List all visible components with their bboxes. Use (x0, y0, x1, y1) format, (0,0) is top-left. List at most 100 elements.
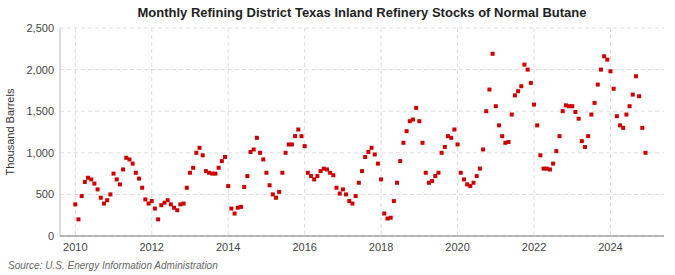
point (242, 185, 246, 189)
point (401, 141, 405, 145)
x-grid-line (534, 28, 535, 236)
title: Monthly Refining District Texas Inland R… (137, 5, 586, 20)
x-tick-label: 2020 (445, 241, 469, 253)
point (191, 166, 195, 170)
y-grid-line (60, 69, 664, 70)
point (185, 186, 189, 190)
point (108, 192, 112, 196)
point (182, 202, 186, 206)
point (338, 192, 342, 196)
point (156, 217, 160, 221)
point (452, 128, 456, 132)
x-grid-line (228, 28, 229, 236)
point (226, 184, 230, 188)
point (280, 171, 284, 175)
point (436, 171, 440, 175)
point (290, 142, 294, 146)
point (548, 167, 552, 171)
y-tick-label: 1,500 (26, 105, 54, 117)
point (274, 196, 278, 200)
point (532, 103, 536, 107)
point (366, 150, 370, 154)
point (112, 172, 116, 176)
y-grid-line (60, 111, 664, 112)
point (456, 142, 460, 146)
point (577, 117, 581, 121)
point (596, 83, 600, 87)
y-grid-line (60, 152, 664, 153)
point (621, 126, 625, 130)
y-tick-label: 2,000 (26, 64, 54, 76)
chart: Monthly Refining District Texas Inland R… (0, 0, 675, 275)
y-tick-label: 1,000 (26, 147, 54, 159)
point (443, 145, 447, 149)
point (612, 87, 616, 91)
point (153, 207, 157, 211)
point (513, 93, 517, 97)
point (640, 126, 644, 130)
point (194, 151, 198, 155)
point (405, 129, 409, 133)
point (414, 106, 418, 110)
point (73, 202, 77, 206)
point (586, 134, 590, 138)
point (105, 198, 109, 202)
point (507, 140, 511, 144)
point (529, 81, 533, 85)
point (264, 171, 268, 175)
point (631, 93, 635, 97)
point (608, 69, 612, 73)
point (615, 114, 619, 118)
point (261, 157, 265, 161)
point (277, 190, 281, 194)
point (166, 198, 170, 202)
point (628, 104, 632, 108)
x-axis-line (60, 236, 664, 237)
point (497, 123, 501, 127)
point (245, 174, 249, 178)
point (213, 172, 217, 176)
point (449, 136, 453, 140)
point (175, 208, 179, 212)
point (637, 94, 641, 98)
point (344, 192, 348, 196)
point (589, 113, 593, 117)
x-grid-line (381, 28, 382, 236)
point (475, 174, 479, 178)
point (583, 145, 587, 149)
point (487, 88, 491, 92)
point (417, 119, 421, 123)
point (376, 162, 380, 166)
point (99, 196, 103, 200)
y-tick-label: 500 (36, 188, 54, 200)
point (137, 177, 141, 181)
x-tick-label: 2010 (63, 241, 87, 253)
point (605, 58, 609, 62)
point (624, 113, 628, 117)
point (233, 212, 237, 216)
point (459, 171, 463, 175)
y-grid-line (60, 236, 664, 237)
point (89, 177, 93, 181)
point (478, 167, 482, 171)
point (395, 181, 399, 185)
point (354, 194, 358, 198)
point (83, 180, 87, 184)
point (462, 177, 466, 181)
source-note: Source: U.S. Energy Information Administ… (8, 260, 218, 271)
point (430, 179, 434, 183)
point (96, 187, 100, 191)
point (188, 171, 192, 175)
point (519, 84, 523, 88)
point (341, 187, 345, 191)
x-tick-label: 2018 (369, 241, 393, 253)
x-tick-label: 2012 (140, 241, 164, 253)
point (80, 194, 84, 198)
grid (60, 28, 664, 236)
point (440, 151, 444, 155)
point (481, 147, 485, 151)
point (201, 153, 205, 157)
x-grid-line (457, 28, 458, 236)
point (398, 159, 402, 163)
point (389, 216, 393, 220)
